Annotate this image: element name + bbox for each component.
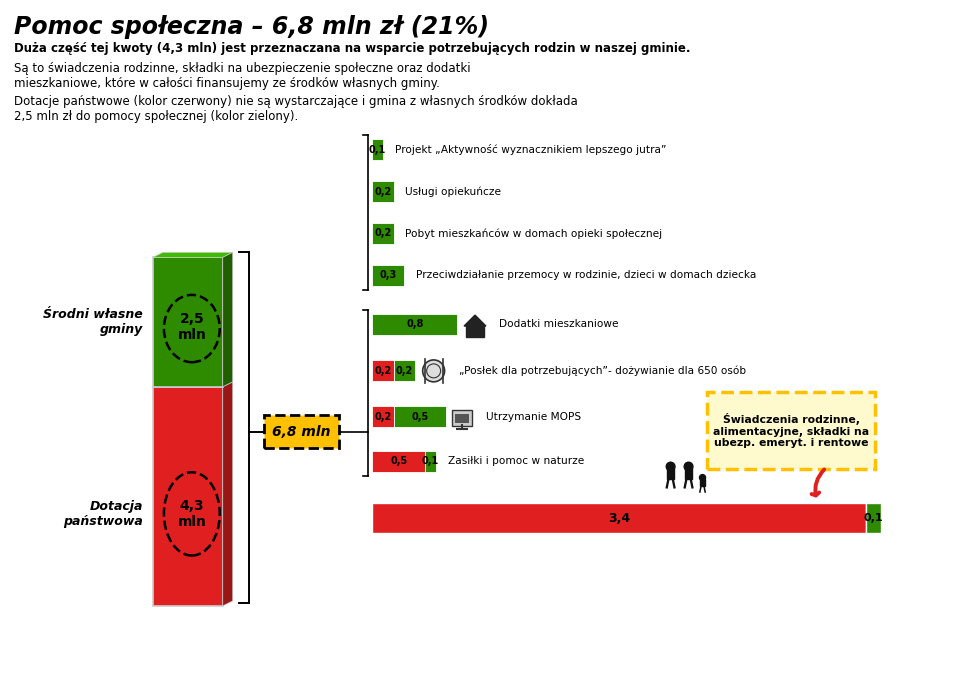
FancyBboxPatch shape xyxy=(372,361,394,382)
FancyBboxPatch shape xyxy=(455,414,469,422)
Text: 0,5: 0,5 xyxy=(412,411,428,422)
Text: 0,1: 0,1 xyxy=(369,145,386,155)
Polygon shape xyxy=(153,253,232,257)
Text: 0,1: 0,1 xyxy=(422,456,440,466)
Text: Zasiłki i pomoc w naturze: Zasiłki i pomoc w naturze xyxy=(448,456,584,466)
Text: Przeciwdziałanie przemocy w rodzinie, dzieci w domach dziecka: Przeciwdziałanie przemocy w rodzinie, dz… xyxy=(416,270,756,280)
FancyBboxPatch shape xyxy=(372,139,383,160)
FancyBboxPatch shape xyxy=(153,387,223,606)
Text: 4,3
mln: 4,3 mln xyxy=(178,499,206,529)
FancyBboxPatch shape xyxy=(394,406,446,427)
FancyBboxPatch shape xyxy=(372,223,394,244)
Text: Utrzymanie MOPS: Utrzymanie MOPS xyxy=(487,411,582,422)
Text: Usługi opiekuńcze: Usługi opiekuńcze xyxy=(405,186,501,197)
Text: Są to świadczenia rodzinne, składki na ubezpieczenie społeczne oraz dodatki
mies: Są to świadczenia rodzinne, składki na u… xyxy=(14,62,471,90)
FancyBboxPatch shape xyxy=(394,361,415,382)
Text: 0,2: 0,2 xyxy=(374,366,392,376)
Text: „Posłek dla potrzebujących”- dożywianie dla 650 osób: „Posłek dla potrzebujących”- dożywianie … xyxy=(459,365,746,376)
Text: 0,2: 0,2 xyxy=(374,187,392,197)
Circle shape xyxy=(700,475,706,481)
Circle shape xyxy=(422,360,444,382)
Text: 3,4: 3,4 xyxy=(609,512,631,525)
Polygon shape xyxy=(223,382,232,606)
Text: 0,2: 0,2 xyxy=(374,228,392,238)
FancyBboxPatch shape xyxy=(866,503,881,533)
FancyBboxPatch shape xyxy=(466,326,484,337)
Text: 0,3: 0,3 xyxy=(379,270,396,280)
Text: Duża część tej kwoty (4,3 mln) jest przeznaczana na wsparcie potrzebujących rodz: Duża część tej kwoty (4,3 mln) jest prze… xyxy=(14,42,691,55)
Text: Dodatki mieszkaniowe: Dodatki mieszkaniowe xyxy=(499,319,618,329)
FancyBboxPatch shape xyxy=(700,479,706,486)
FancyBboxPatch shape xyxy=(452,409,472,426)
Text: Pomoc społeczna – 6,8 mln zł (21%): Pomoc społeczna – 6,8 mln zł (21%) xyxy=(14,16,490,39)
Text: 0,1: 0,1 xyxy=(864,513,883,524)
FancyBboxPatch shape xyxy=(372,451,425,472)
Text: 0,2: 0,2 xyxy=(396,366,413,376)
FancyBboxPatch shape xyxy=(372,503,866,533)
Circle shape xyxy=(684,462,693,471)
Text: Środni własne
gminy: Środni własne gminy xyxy=(43,308,143,336)
Text: 6,8 mln: 6,8 mln xyxy=(273,424,331,439)
FancyBboxPatch shape xyxy=(264,415,340,448)
Circle shape xyxy=(666,462,675,471)
Text: 0,8: 0,8 xyxy=(406,319,423,329)
Text: Świadczenia rodzinne,
alimentacyjne, składki na
ubezp. emeryt. i rentowe: Świadczenia rodzinne, alimentacyjne, skł… xyxy=(713,413,869,448)
Text: Dotacje państwowe (kolor czerwony) nie są wystarczające i gmina z własnych środk: Dotacje państwowe (kolor czerwony) nie s… xyxy=(14,95,578,123)
Polygon shape xyxy=(153,382,232,387)
FancyBboxPatch shape xyxy=(708,392,875,469)
Text: Projekt „Aktywność wyznacznikiem lepszego jutra”: Projekt „Aktywność wyznacznikiem lepszeg… xyxy=(395,144,666,155)
Text: 0,2: 0,2 xyxy=(374,411,392,422)
FancyBboxPatch shape xyxy=(684,469,692,479)
FancyBboxPatch shape xyxy=(667,469,675,479)
Text: 2,5
mln: 2,5 mln xyxy=(178,312,206,342)
FancyBboxPatch shape xyxy=(372,314,457,335)
Polygon shape xyxy=(223,253,232,387)
Text: Dotacja
państwowa: Dotacja państwowa xyxy=(63,500,143,528)
Polygon shape xyxy=(464,315,486,326)
Text: Pobyt mieszkańców w domach opieki społecznej: Pobyt mieszkańców w domach opieki społec… xyxy=(405,228,662,239)
FancyBboxPatch shape xyxy=(372,181,394,202)
FancyBboxPatch shape xyxy=(425,451,436,472)
FancyBboxPatch shape xyxy=(372,265,404,286)
FancyBboxPatch shape xyxy=(153,257,223,387)
Text: 0,5: 0,5 xyxy=(390,456,407,466)
FancyBboxPatch shape xyxy=(372,406,394,427)
